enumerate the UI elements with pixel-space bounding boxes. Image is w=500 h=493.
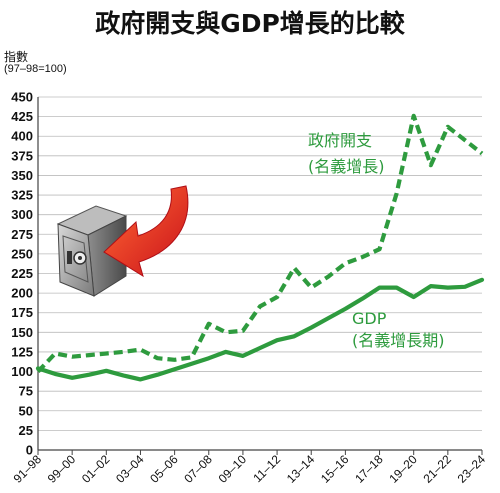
x-tick-label: 01–02 (79, 452, 113, 486)
y-tick-label: 50 (19, 403, 33, 418)
safe-icon (56, 205, 128, 297)
y-tick-label: 100 (11, 364, 33, 379)
y-tick-label: 125 (11, 344, 33, 359)
x-tick-label: 03–04 (113, 452, 147, 486)
x-tick-label: 11–12 (250, 452, 283, 485)
x-tick-label: 15–16 (318, 452, 352, 486)
y-tick-label: 400 (11, 129, 33, 144)
y-tick-label: 150 (11, 325, 33, 340)
y-tick-label: 200 (11, 286, 33, 301)
y-tick-label: 325 (11, 188, 33, 203)
x-tick-label: 23–24 (455, 452, 489, 486)
y-tick-label: 350 (11, 168, 33, 183)
series-government-line (36, 113, 484, 374)
y-tick-label: 300 (11, 207, 33, 222)
y-tick-label: 450 (11, 90, 33, 105)
x-tick-labels: 91–98 99–00 01–02 03–04 05–06 07–08 09–10 11–12… (11, 450, 489, 486)
series-label-government: 政府開支 (308, 131, 372, 150)
arrow-icon (103, 185, 189, 278)
y-axis-label: 指數 (4, 50, 29, 64)
y-axis-label-note: (97–98=100) (4, 63, 67, 75)
series-label-gdp: GDP (352, 309, 387, 328)
y-tick-label: 75 (19, 384, 33, 399)
series-label-government-note: (名義增長) (308, 157, 385, 176)
x-tick-label: 21–22 (420, 452, 454, 486)
y-tick-label: 425 (11, 109, 33, 124)
x-tick-label: 13–14 (284, 452, 318, 486)
series-gdp-line (35, 277, 485, 382)
series-lines (35, 113, 485, 382)
chart-title: 政府開支與GDP增長的比較 (95, 9, 405, 38)
series-label-gdp-note: (名義增長期) (352, 331, 445, 350)
y-tick-label: 275 (11, 227, 33, 242)
x-tick-label: 09–10 (216, 452, 250, 486)
y-tick-labels: 0 25 50 75 100 125 150 175 200 225 250 275 300 325 350… (11, 90, 33, 458)
y-tick-label: 375 (11, 148, 33, 163)
x-tick-label: 05–06 (147, 452, 181, 486)
y-tick-label: 25 (19, 423, 33, 438)
y-tick-label: 0 (26, 443, 33, 458)
x-tick-label: 07–08 (181, 452, 215, 486)
y-tick-label: 175 (11, 305, 33, 320)
y-tick-label: 250 (11, 246, 33, 261)
y-tick-label: 225 (11, 266, 33, 281)
x-tick-label: 99–00 (45, 452, 79, 486)
x-tick-label: 19–20 (386, 452, 420, 486)
x-tick-label: 17–18 (352, 452, 386, 486)
